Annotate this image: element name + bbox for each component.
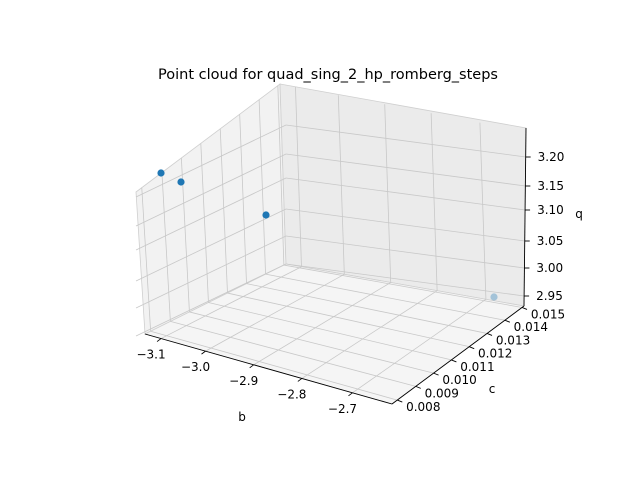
y-tick xyxy=(451,359,457,363)
y-tick-label: 0.013 xyxy=(496,333,530,347)
y-gridline-vertical xyxy=(258,99,266,275)
x-gridline-vertical xyxy=(337,95,345,275)
x-tick-label: −2.7 xyxy=(328,402,357,416)
x-gridline xyxy=(301,290,438,379)
y-tick-label: 0.009 xyxy=(425,386,459,400)
x-gridline-vertical xyxy=(384,104,392,283)
z-gridline-back xyxy=(285,153,526,187)
axis-lines xyxy=(144,127,527,405)
z-gridline-left xyxy=(135,177,287,251)
data-point xyxy=(490,293,498,301)
z-gridline-back xyxy=(285,177,526,211)
z-tick-label: 3.15 xyxy=(537,179,564,193)
z-axis-line xyxy=(523,127,527,307)
data-point xyxy=(157,169,165,177)
chart-title: Point cloud for quad_sing_2_hp_romberg_s… xyxy=(158,67,498,83)
z-gridline-left xyxy=(135,263,287,337)
y-tick-label: 0.010 xyxy=(442,373,476,387)
z-gridline-left xyxy=(135,208,287,282)
data-point xyxy=(177,178,185,186)
z-gridline-back xyxy=(285,263,525,297)
y-axis-line xyxy=(391,305,525,405)
y-gridline xyxy=(189,311,434,374)
x-axis-title: b xyxy=(238,410,246,424)
tick-labels: −3.1 −3.0 −2.9 −2.8 −2.7 0.0080.0090.0100.011… xyxy=(136,150,565,416)
y-gridline xyxy=(170,321,416,387)
y-tick xyxy=(521,307,528,310)
y-gridline-vertical xyxy=(200,143,209,303)
x-tick xyxy=(201,350,206,355)
y-tick-label: 0.011 xyxy=(460,360,494,374)
z-gridline-left xyxy=(135,235,287,309)
x-gridline-vertical xyxy=(430,113,438,291)
z-tick-label: 3.20 xyxy=(538,150,565,164)
x-gridline xyxy=(352,298,487,394)
z-tick-label: 2.95 xyxy=(536,289,563,303)
z-tick-label: 3.10 xyxy=(537,203,564,217)
y-gridline-vertical xyxy=(277,85,285,266)
z-gridline-left xyxy=(135,153,287,227)
y-gridline-vertical xyxy=(161,172,171,322)
y-gridline-vertical xyxy=(141,187,152,332)
x-tick-label: −3.1 xyxy=(136,348,165,362)
x-tick-label: −2.9 xyxy=(229,374,258,388)
x-gridline xyxy=(253,282,391,366)
y-gridline xyxy=(227,292,470,348)
data-points xyxy=(157,169,498,301)
x-gridline xyxy=(160,266,302,339)
gridlines xyxy=(135,85,526,401)
z-gridline-left xyxy=(135,124,287,198)
data-point xyxy=(262,211,270,219)
y-tick xyxy=(469,346,475,350)
y-gridline xyxy=(283,264,523,308)
x-tick xyxy=(297,378,303,382)
z-axis-title: q xyxy=(575,207,583,221)
y-tick-label: 0.012 xyxy=(478,347,512,361)
y-tick xyxy=(433,372,439,376)
z-tick-label: 3.05 xyxy=(537,234,564,248)
y-tick-label: 0.015 xyxy=(531,307,565,321)
y-tick xyxy=(486,333,493,336)
y-tick xyxy=(397,399,403,403)
y-tick xyxy=(415,385,421,389)
y-tick-label: 0.008 xyxy=(406,400,440,414)
x-gridline-vertical xyxy=(295,86,302,267)
y-gridline xyxy=(150,330,398,401)
z-gridline-back xyxy=(285,235,525,269)
x-tick-label: −3.0 xyxy=(181,360,210,374)
z-gridline-back xyxy=(285,208,525,242)
y-gridline xyxy=(246,283,488,334)
x-gridline xyxy=(205,273,345,352)
x-tick xyxy=(249,364,254,369)
z-gridline-back xyxy=(285,124,526,158)
y-tick-label: 0.014 xyxy=(514,320,548,334)
x-gridline-vertical xyxy=(479,122,487,300)
y-tick xyxy=(504,319,511,323)
y-axis-title: c xyxy=(489,382,496,396)
x-axis-line xyxy=(144,333,393,405)
x-tick xyxy=(156,338,162,342)
z-tick-label: 3.00 xyxy=(536,261,563,275)
y-gridline xyxy=(208,302,452,361)
tick-marks xyxy=(156,156,531,403)
y-gridline xyxy=(265,273,505,321)
x-tick-label: −2.8 xyxy=(277,387,306,401)
x-tick xyxy=(348,392,353,397)
